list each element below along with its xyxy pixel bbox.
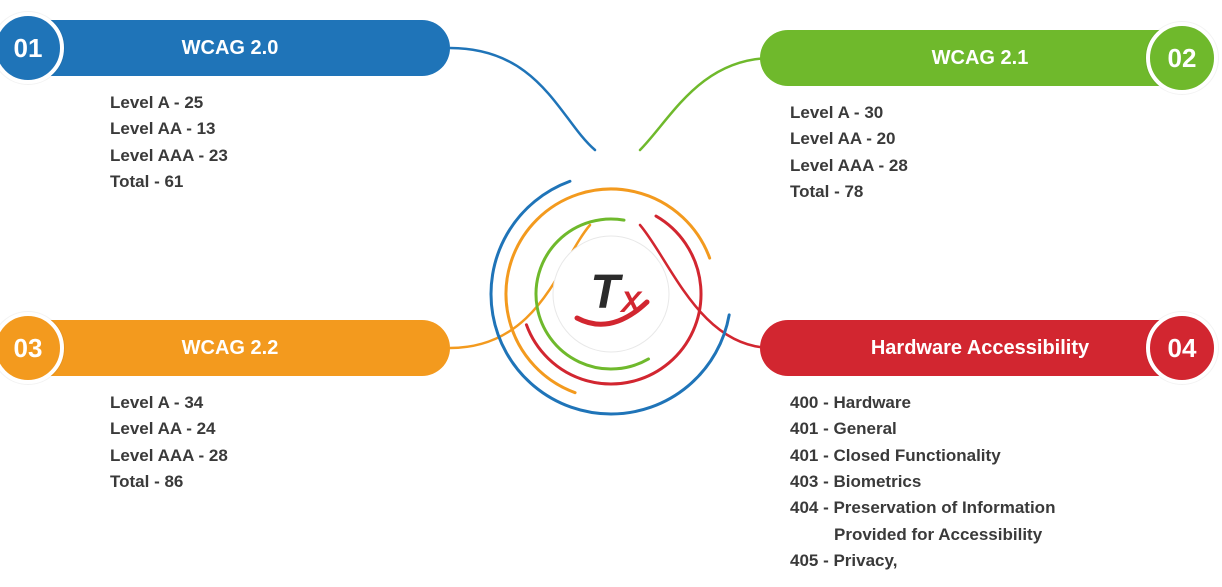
card-number-badge: 01 <box>0 12 64 84</box>
card-header-bar: 01WCAG 2.0 <box>10 20 450 76</box>
detail-line: Level AAA - 28 <box>110 443 450 469</box>
card-number-badge: 04 <box>1146 312 1218 384</box>
detail-line: Total - 61 <box>110 169 450 195</box>
card-header-bar: 04Hardware Accessibility <box>760 320 1200 376</box>
card-title: WCAG 2.0 <box>10 37 450 60</box>
logo-letter-t: T <box>590 266 623 319</box>
card-details: Level A - 25Level AA - 13Level AAA - 23T… <box>10 90 450 195</box>
connector <box>450 225 590 348</box>
detail-line: 405 - Privacy, <box>790 548 1200 574</box>
logo-letter-x: X <box>619 286 643 319</box>
connector <box>640 225 772 348</box>
card-title: WCAG 2.1 <box>760 47 1200 70</box>
detail-line: 404 - Preservation of Information <box>790 495 1200 521</box>
detail-line: Level A - 30 <box>790 100 1200 126</box>
detail-line: 401 - Closed Functionality <box>790 443 1200 469</box>
card-details: Level A - 34Level AA - 24Level AAA - 28T… <box>10 390 450 495</box>
card-details: Level A - 30Level AA - 20Level AAA - 28T… <box>760 100 1200 205</box>
detail-line: Provided for Accessibility <box>790 522 1200 548</box>
info-card: 04Hardware Accessibility400 - Hardware40… <box>760 320 1200 574</box>
hub-ring <box>536 219 649 369</box>
detail-line: Level AAA - 28 <box>790 153 1200 179</box>
detail-line: Level AA - 24 <box>110 416 450 442</box>
detail-line: Level AAA - 23 <box>110 143 450 169</box>
card-number-badge: 02 <box>1146 22 1218 94</box>
info-card: 02WCAG 2.1 Level A - 30Level AA - 20Level… <box>760 30 1200 205</box>
detail-line: Total - 86 <box>110 469 450 495</box>
card-title: Hardware Accessibility <box>760 337 1200 360</box>
hub-ring <box>526 216 701 384</box>
connector <box>450 48 595 150</box>
detail-line: 403 - Biometrics <box>790 469 1200 495</box>
detail-line: Level AA - 20 <box>790 126 1200 152</box>
hub-ring <box>491 181 729 414</box>
detail-line: 401 - General <box>790 416 1200 442</box>
card-header-bar: 02WCAG 2.1 <box>760 30 1200 86</box>
detail-line: 400 - Hardware <box>790 390 1200 416</box>
detail-line: Level A - 25 <box>110 90 450 116</box>
hub-ring <box>506 189 710 393</box>
hub-rings: T X <box>481 164 741 424</box>
center-hub: T X <box>481 164 741 424</box>
card-title: WCAG 2.2 <box>10 337 450 360</box>
card-header-bar: 03WCAG 2.2 <box>10 320 450 376</box>
detail-line: Total - 78 <box>790 179 1200 205</box>
detail-line: Level A - 34 <box>110 390 450 416</box>
connector <box>640 58 772 150</box>
card-details: 400 - Hardware401 - General401 - Closed … <box>760 390 1200 574</box>
card-number-badge: 03 <box>0 312 64 384</box>
info-card: 03WCAG 2.2 Level A - 34Level AA - 24Level… <box>10 320 450 495</box>
detail-line: Level AA - 13 <box>110 116 450 142</box>
info-card: 01WCAG 2.0 Level A - 25Level AA - 13Level… <box>10 20 450 195</box>
